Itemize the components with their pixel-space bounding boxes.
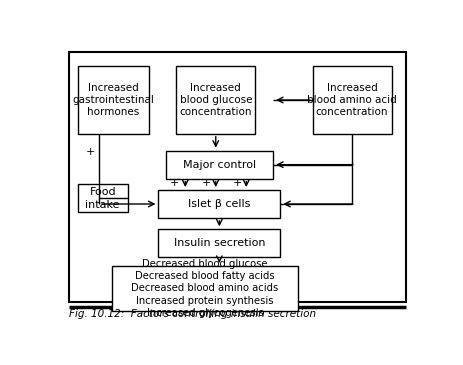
- Text: Increased
blood amino acid
concentration: Increased blood amino acid concentration: [307, 82, 397, 118]
- Bar: [313, 66, 392, 134]
- Bar: [78, 66, 150, 134]
- Bar: [69, 52, 406, 302]
- Text: Decreased blood glucose
Decreased blood fatty acids
Decreased blood amino acids
: Decreased blood glucose Decreased blood …: [131, 258, 279, 318]
- Bar: [158, 190, 281, 218]
- Bar: [166, 151, 273, 179]
- Text: Insulin secretion: Insulin secretion: [174, 238, 265, 248]
- Text: Food
intake: Food intake: [86, 187, 120, 210]
- Text: +: +: [232, 178, 242, 188]
- Text: Islet β cells: Islet β cells: [188, 199, 250, 209]
- Text: +: +: [86, 147, 95, 157]
- Text: Increased
gastrointestinal
hormones: Increased gastrointestinal hormones: [73, 82, 155, 118]
- Text: Increased
blood glucose
concentration: Increased blood glucose concentration: [180, 82, 252, 118]
- Bar: [112, 266, 298, 311]
- Text: Major control: Major control: [183, 160, 256, 170]
- Bar: [158, 229, 281, 257]
- Bar: [176, 66, 255, 134]
- Text: Fig. 10.12:  Factors controlling insulin secretion: Fig. 10.12: Factors controlling insulin …: [69, 310, 316, 319]
- Bar: [78, 184, 128, 212]
- Text: +: +: [202, 178, 212, 188]
- Text: +: +: [170, 178, 179, 188]
